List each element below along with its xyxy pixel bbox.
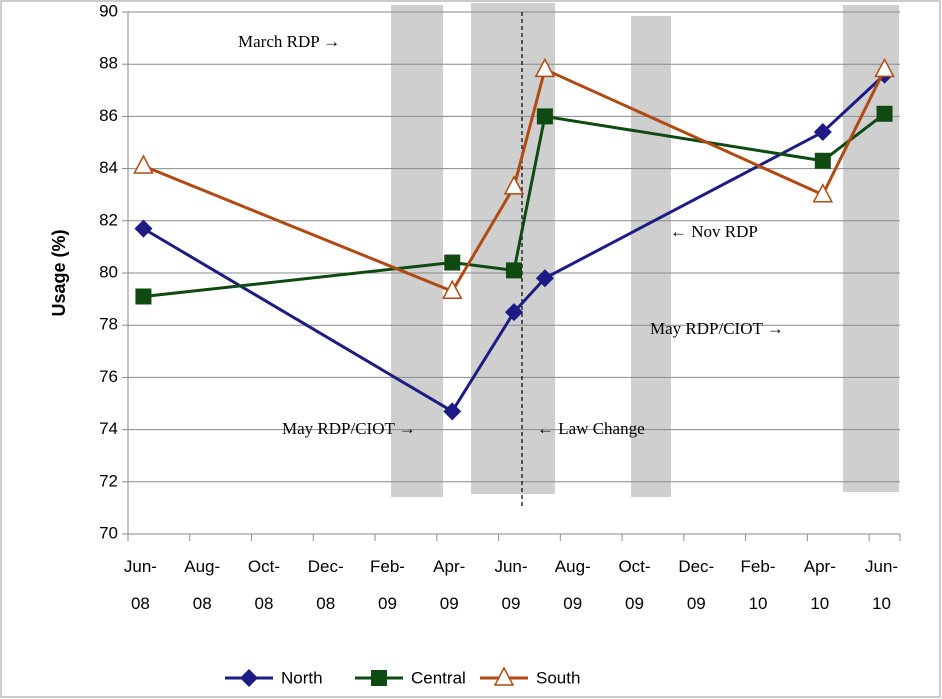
y-tick-label: 82 [99,210,118,229]
x-tick-label: Oct-09 [618,557,650,613]
marker [874,57,895,78]
y-tick-label: 86 [99,106,118,125]
y-tick-label: 78 [99,315,118,334]
x-tick-label: Jun-10 [865,557,898,613]
series-line [143,112,886,298]
annotation: March RDP → [238,32,340,51]
marker [503,175,525,195]
annotation: ← Law Change [537,419,645,438]
x-tick-label: Aug-09 [555,557,591,613]
x-tick-label: Feb-10 [741,557,776,613]
x-tick-label: Apr-09 [433,557,465,613]
y-tick-label: 84 [99,158,118,177]
marker [135,288,152,305]
x-tick-label: Aug-08 [184,557,220,613]
shade-band [843,5,899,492]
x-tick-label: Dec-09 [678,557,714,613]
annotation: May RDP/CIOT → [282,419,416,438]
legend-label: South [536,668,580,687]
marker [133,154,154,174]
marker [506,262,522,279]
marker [443,402,462,421]
x-tick-label: Oct-08 [248,557,280,613]
marker [812,183,834,203]
shade-band [391,5,443,497]
y-tick-label: 90 [99,1,118,20]
marker [134,219,153,238]
y-tick-label: 76 [99,367,118,386]
y-tick-label: 88 [99,54,118,73]
marker [536,108,553,125]
marker [441,279,463,300]
x-tick-label: Jun-09 [494,557,527,613]
series-line [142,73,886,414]
y-tick-label: 74 [99,419,118,438]
marker [444,254,461,271]
y-axis-label: Usage (%) [49,229,69,316]
x-tick-label: Feb-09 [370,557,405,613]
x-tick-label: Jun-08 [124,557,157,613]
marker [371,670,387,686]
marker [240,669,258,687]
legend-label: North [281,668,323,687]
y-tick-label: 80 [99,262,118,281]
marker [534,57,556,78]
x-tick-label: Dec-08 [308,557,344,613]
marker [493,666,515,686]
marker [535,269,554,288]
annotation: May RDP/CIOT → [650,319,784,338]
y-tick-label: 70 [99,523,118,542]
x-tick-label: Apr-10 [804,557,836,613]
legend-label: Central [411,668,466,687]
marker [814,152,831,169]
marker [876,105,893,122]
marker [813,123,832,142]
marker [505,303,523,322]
shade-band [631,16,671,497]
y-tick-label: 72 [99,471,118,490]
annotation: ← Nov RDP [670,222,758,241]
series-line [142,67,886,294]
